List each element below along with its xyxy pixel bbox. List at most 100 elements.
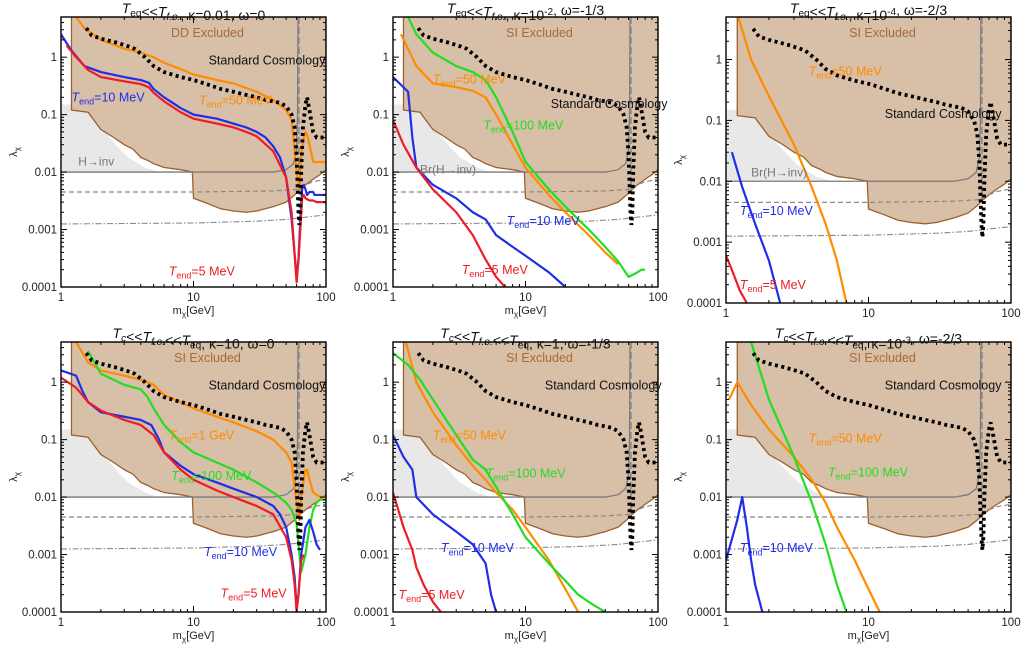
excluded-label: SI Excluded [849, 26, 916, 40]
panel-title: Tc<<Tf.o.<<Teq, κ=10-3, ω=-2/3 [775, 325, 962, 352]
series-line-t-end-5-mev [393, 492, 442, 612]
curve-label-value: =10 MeV [762, 204, 813, 218]
title-text-7: << [493, 332, 509, 348]
title-symbol-8: T [181, 332, 191, 348]
axis-label-subscript: χ [514, 310, 519, 319]
x-tick-label: 100 [316, 292, 335, 304]
plot-area [61, 342, 326, 612]
standard-cosmology-line [416, 27, 658, 226]
curve-label-T: T [433, 72, 442, 86]
title-superscript-8: -2 [544, 7, 553, 18]
y-tick-label: 0.1 [706, 115, 722, 127]
series-line-t-end-10-mev [730, 151, 782, 303]
standard-cosmology-label: Standard Cosmology [885, 107, 1002, 121]
title-text-3: << [126, 329, 142, 345]
y-tick-label: 0.1 [373, 435, 389, 447]
curve-label-T: T [462, 263, 471, 277]
hinv-label: H→inv [78, 155, 114, 169]
series-line-t-end-50-mev [728, 381, 881, 612]
series-line-t-end-1-gev [75, 342, 326, 522]
excluded-label: SI Excluded [849, 351, 916, 365]
excluded-region [402, 342, 658, 538]
title-text-3: << [810, 4, 826, 20]
hinv-label: Br(H→inv) [420, 162, 476, 176]
plot-area [726, 17, 1011, 303]
axis-label-main: m [505, 630, 514, 642]
curve-label-value: =100 MeV [851, 465, 909, 479]
standard-cosmology-label: Standard Cosmology [209, 53, 326, 67]
y-tick-label: 1 [716, 377, 722, 389]
series-label-t-end-100-mev: Tend=100 MeV [483, 119, 564, 135]
axis-label-subscript: χ [13, 146, 22, 151]
series-label-t-end-1-gev: Tend=1 GeV [169, 429, 235, 445]
title-text-11: , κ=10 [864, 336, 903, 352]
panel-6: 1 10 1000.00010.0010.010.11mχ[GeV]λχTc<<Tf… [673, 325, 1021, 644]
series-label-t-end-5-mev: Tend=5 MeV [462, 263, 529, 279]
curve-label-value: =5 MeV [243, 586, 287, 600]
series-label-t-end-50-mev: Tend=50 MeV [809, 64, 883, 80]
series-label-t-end-100-mev: Tend=100 MeV [171, 469, 252, 485]
axis-label-subscript: χ [182, 635, 187, 644]
y-axis-label: λχ [673, 154, 687, 165]
title-text-10: , ω=-2/3 [896, 2, 947, 18]
curve-label-sub: end [176, 270, 191, 280]
title-subscript-1: c [121, 334, 126, 345]
x-tick-label: 1 [723, 617, 729, 629]
y-axis-label: λχ [8, 471, 22, 482]
y-tick-label: 0.01 [367, 492, 389, 504]
title-text-14: , ω=-2/3 [911, 331, 962, 347]
hinv-boundary [393, 17, 631, 173]
future-bound-dotdash [726, 226, 1011, 237]
curve-label-value: =10 MeV [762, 541, 813, 555]
standard-cosmology-label: Standard Cosmology [209, 378, 326, 392]
y-tick-label: 1 [51, 52, 57, 64]
axis-label-main: λ [340, 476, 352, 482]
ticks [60, 341, 327, 613]
title-subscript-1: c [449, 334, 454, 345]
axis-label-main: m [505, 305, 514, 317]
series-label-t-end-10-mev: Tend=10 MeV [740, 204, 814, 220]
future-bound-dashed [393, 178, 658, 193]
axis-label-unit: [GeV] [518, 630, 546, 642]
hinv-region [726, 429, 832, 498]
axis-label-unit: [GeV] [186, 630, 214, 642]
standard-cosmology-line [84, 27, 326, 226]
axis-label-subscript: χ [678, 471, 687, 476]
ticks [725, 341, 1012, 613]
ticks [392, 341, 659, 613]
x-tick-label: 1 [723, 308, 729, 320]
title-text-3: << [454, 329, 470, 345]
hinv-label: Br(H→inv) [751, 165, 807, 179]
title-subscript-9: eq [852, 341, 863, 352]
x-axis-label: mχ[GeV] [173, 305, 215, 319]
curve-label-value: =50 MeV [456, 72, 507, 86]
title-subscript-1: eq [798, 9, 809, 20]
axis-label-subscript: χ [345, 146, 354, 151]
curve-label-T: T [809, 431, 818, 445]
panel-title: Teq<<Tf.o., κ=10-4, ω=-2/3 [790, 0, 947, 23]
series-label-t-end-100-mev: Tend=100 MeV [486, 466, 567, 482]
y-axis-label: λχ [8, 146, 22, 157]
curve-label-sub: end [179, 475, 194, 485]
y-tick-label: 0.001 [360, 550, 389, 562]
plot-area [393, 17, 658, 287]
curve-label-value: =5 MeV [191, 264, 235, 278]
hinv-region [726, 109, 832, 182]
title-text-7: << [165, 332, 181, 348]
curve-label-sub: end [836, 471, 851, 481]
curve-label-value: =100 MeV [508, 466, 566, 480]
title-subscript-5: f.o. [166, 12, 180, 23]
y-tick-label: 0.001 [360, 225, 389, 237]
title-symbol-4: T [158, 4, 168, 20]
curve-label-value: =10 MeV [94, 90, 145, 104]
curve-label-sub: end [441, 78, 456, 88]
y-tick-label: 0.001 [28, 225, 57, 237]
title-superscript-12: -3 [902, 336, 911, 347]
series-label-t-end-5-mev: Tend=5 MeV [169, 264, 236, 280]
plot-area [393, 342, 658, 612]
curve-label-sub: end [816, 437, 831, 447]
ticks [392, 16, 659, 288]
title-subscript-5: f.o. [813, 337, 827, 348]
axis-label-main: m [848, 630, 857, 642]
